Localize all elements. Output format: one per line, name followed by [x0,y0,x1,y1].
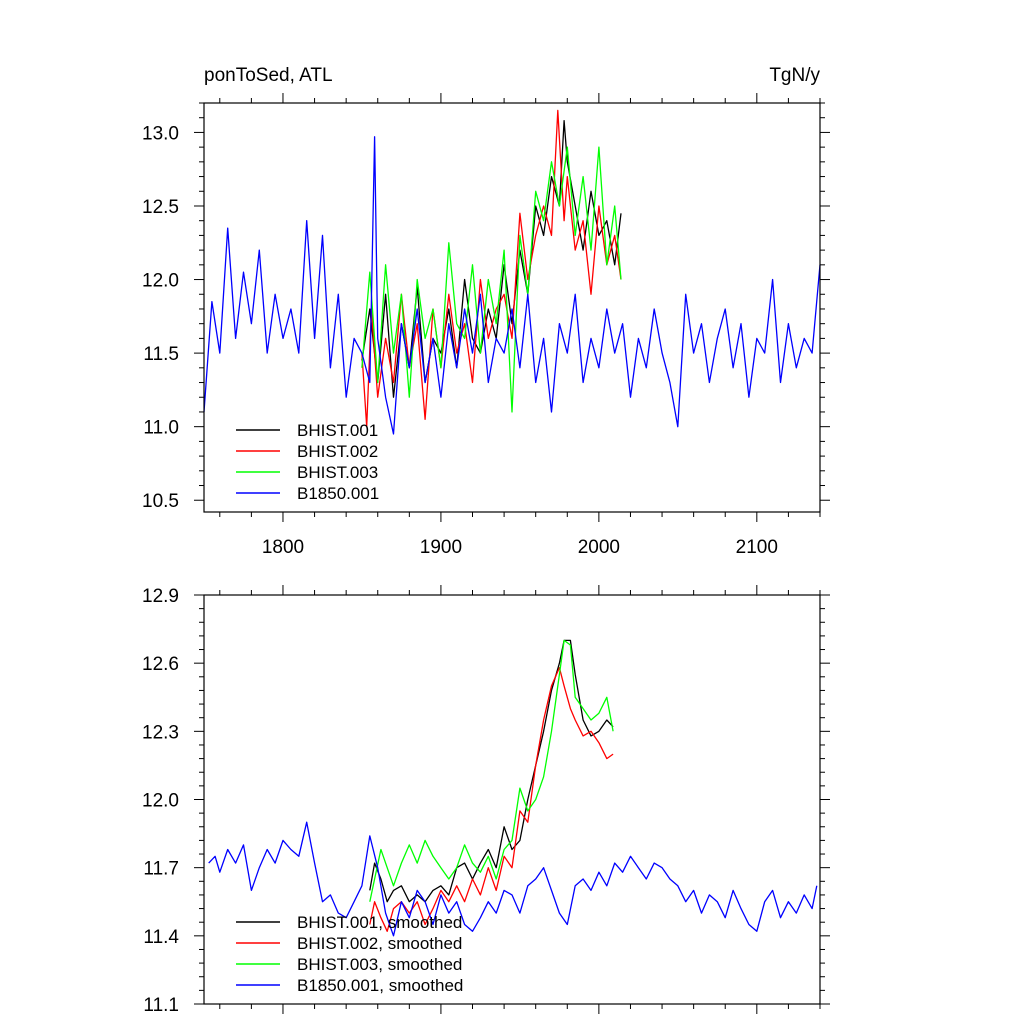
legend-label-bhist-003: BHIST.003 [297,463,378,482]
series-line-bhist-002 [361,109,622,428]
chart-units-label: TgN/y [769,65,820,86]
y-tick-label: 11.4 [143,927,179,948]
bottom-series [208,639,818,937]
legend-label-bhist-001: BHIST.001 [297,421,378,440]
bottom-plot-frame [203,594,821,1005]
series-line-b1850-001-smoothed [208,821,818,937]
y-tick-label: 11.1 [143,995,179,1016]
x-tick-label: 2000 [578,537,620,558]
bottom-panel: 11.1 11.4 11.7 12.0 12.3 12.6 12.9 BHIST.001, … [142,585,830,1016]
y-tick-label: 12.0 [142,791,179,812]
y-tick-label: 11.5 [143,344,179,365]
series-line-b1850-001 [203,136,821,435]
top-legend: BHIST.001 BHIST.002 BHIST.003 B1850.001 [236,421,379,503]
series-line-bhist-001-smoothed [369,639,614,903]
legend-label-bhist-001-smoothed: BHIST.001, smoothed [297,913,462,932]
y-tick-label: 11.0 [143,418,179,439]
y-tick-label: 12.5 [142,197,179,218]
legend-label-bhist-002: BHIST.002 [297,442,378,461]
y-tick-label: 13.0 [142,123,179,144]
bottom-axes: 11.1 11.4 11.7 12.0 12.3 12.6 12.9 [142,585,830,1016]
y-tick-label: 12.6 [142,654,179,675]
series-line-bhist-002-smoothed [369,667,614,932]
legend-label-bhist-003-smoothed: BHIST.003, smoothed [297,955,462,974]
top-series [203,109,821,435]
legend-label-bhist-002-smoothed: BHIST.002, smoothed [297,934,462,953]
top-plot-frame [203,102,821,513]
bottom-legend: BHIST.001, smoothed BHIST.002, smoothed BH… [236,913,463,995]
y-tick-label: 11.7 [143,859,179,880]
y-tick-label: 12.3 [142,722,179,743]
y-tick-label: 12.0 [142,271,179,292]
legend-label-b1850-001-smoothed: B1850.001, smoothed [297,976,463,995]
series-line-bhist-003-smoothed [369,639,614,902]
x-tick-label: 2100 [736,537,778,558]
series-line-bhist-001 [361,120,622,398]
top-panel: ponToSed, ATL TgN/y 1800 1900 2000 2100 10.5… [142,65,830,558]
chart-title-left: ponToSed, ATL [204,65,333,86]
y-tick-label: 12.9 [142,586,179,607]
legend-label-b1850-001: B1850.001 [297,484,379,503]
x-tick-label: 1900 [420,537,462,558]
y-tick-label: 10.5 [142,491,179,512]
x-tick-label: 1800 [262,537,304,558]
top-axes: 1800 1900 2000 2100 10.5 11.0 11.5 12.0 12.5 13.0 [142,93,830,558]
